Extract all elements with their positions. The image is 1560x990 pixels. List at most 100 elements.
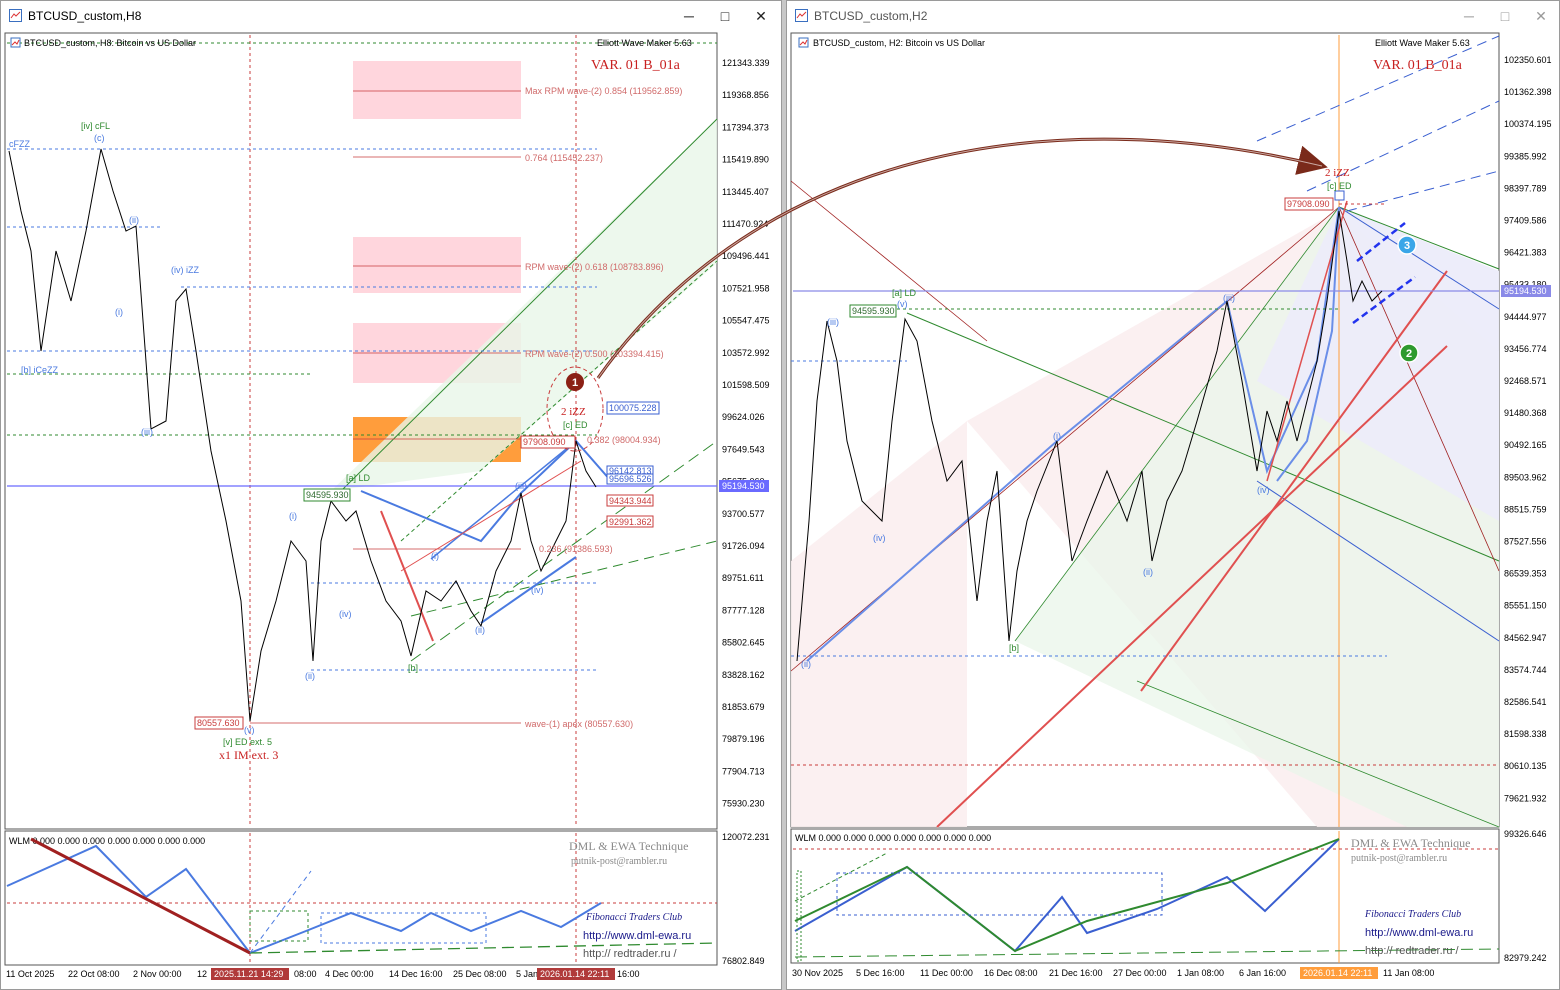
- time-axis: 11 Oct 2025 22 Oct 08:00 2 Nov 00:00 12 08:0…: [6, 969, 640, 979]
- wave-label-c-ed: [c] ED: [563, 420, 588, 430]
- time-tick-label: 5 Jan: [516, 969, 538, 979]
- maximize-button[interactable]: □: [1500, 8, 1510, 24]
- axis-tick-label: 100374.195: [1504, 119, 1552, 129]
- price-box-b3: [606, 473, 654, 485]
- variant-label: VAR. 01 B_01a: [591, 58, 681, 73]
- fan-blue-1: [1256, 480, 1500, 642]
- time-tick-label: 2 Nov 00:00: [133, 969, 182, 979]
- current-price-box: [1501, 285, 1551, 297]
- chart-window-h2[interactable]: BTCUSD_custom,H2 ─ □ ✕: [786, 0, 1560, 990]
- minimize-button[interactable]: ─: [1464, 8, 1474, 24]
- axis-tick-label: 99385.992: [1504, 151, 1547, 161]
- wave-label-i: (i): [1053, 431, 1061, 441]
- fib-label-382: 0.382 (98004.934): [587, 435, 661, 445]
- chart-window-icon: [795, 9, 808, 22]
- price-axis: 121343.339 119368.856 117394.373 115419.890…: [722, 58, 770, 809]
- chart-window-h8[interactable]: BTCUSD_custom,H8 ─ □ ✕: [0, 0, 782, 990]
- window-titlebar[interactable]: BTCUSD_custom,H8 ─ □ ✕: [1, 1, 781, 31]
- maximize-button[interactable]: □: [720, 8, 730, 24]
- wave-label-2izz: 2 iZZ: [561, 406, 586, 418]
- indicator-axis-bottom: 82979.242: [1504, 953, 1547, 963]
- wave-label-ivcfl: [iv] cFL: [81, 121, 110, 131]
- axis-tick-label: 84562.947: [1504, 633, 1547, 643]
- chart-header: BTCUSD_custom, H8: Bitcoin vs US Dollar: [24, 38, 196, 48]
- window-title: BTCUSD_custom,H2: [814, 9, 928, 23]
- time-tick-label: 22 Oct 08:00: [68, 969, 120, 979]
- url-redtrader-link[interactable]: http:// redtrader.ru /: [1365, 945, 1459, 957]
- time-highlight-2: [537, 968, 615, 980]
- price-box-ld-text: 94595.930: [306, 490, 349, 500]
- axis-tick-label: 93456.774: [1504, 344, 1547, 354]
- window-titlebar[interactable]: BTCUSD_custom,H2 ─ □ ✕: [787, 1, 1559, 31]
- axis-tick-label: 83828.162: [722, 670, 765, 680]
- time-highlight-2-text: 2026.01.14 22:11: [540, 969, 609, 979]
- time-tick-label: 16 Dec 08:00: [984, 968, 1038, 978]
- indicator-axis-top: 99326.646: [1504, 829, 1547, 839]
- axis-tick-label: 97649.543: [722, 444, 765, 454]
- indicator-trend-blue: [249, 870, 312, 954]
- fan-green-2: [1338, 206, 1500, 270]
- indicator-trend-green: [794, 948, 1500, 958]
- price-box-b1: [606, 401, 660, 415]
- top-marker-box: [1334, 190, 1345, 201]
- price-box-high-text: 97908.090: [523, 437, 566, 447]
- url-redtrader-link[interactable]: http:// redtrader.ru /: [583, 948, 677, 960]
- price-box-b2-text: 96142.813: [609, 466, 652, 476]
- channel-line-base: [410, 540, 718, 617]
- fib-label-500: RPM wave-(2) 0.500 (103394.415): [525, 349, 664, 359]
- brand-label: DML & EWA Technique: [569, 839, 688, 853]
- time-highlight-text: 2026.01.14 22:11: [1303, 968, 1372, 978]
- wave-label-cfzz: cFZZ: [9, 139, 30, 149]
- wave-label-iv2: (iv): [1257, 485, 1270, 495]
- axis-tick-label: 87777.128: [722, 605, 765, 615]
- marker-2-label: 2: [1406, 348, 1412, 360]
- chart-window-icon: [9, 9, 22, 22]
- price-series: [8, 148, 597, 722]
- minimize-button[interactable]: ─: [684, 8, 694, 24]
- time-tick-label: 25 Dec 08:00: [453, 969, 507, 979]
- fib-label-max: Max RPM wave-(2) 0.854 (119562.859): [525, 86, 682, 96]
- price-box-r2: [606, 515, 654, 528]
- close-button[interactable]: ✕: [755, 8, 767, 24]
- indicator-axis-top: 120072.231: [722, 832, 770, 842]
- h8-chart-canvas[interactable]: 1 BTCUSD_custom, H8: Bitcoin vs US Dolla…: [1, 1, 782, 990]
- fan-green-4: [1136, 680, 1500, 828]
- indicator-series-green: [794, 838, 1340, 953]
- marker-3[interactable]: [1397, 235, 1417, 255]
- marker-2[interactable]: [1399, 343, 1419, 363]
- window-title: BTCUSD_custom,H8: [28, 9, 142, 23]
- wave-label-iv: (iv): [873, 533, 886, 543]
- wave-label-bicezz: [b] iCeZZ: [21, 365, 59, 375]
- axis-tick-label: 119368.856: [722, 90, 769, 100]
- price-box-r1: [606, 494, 654, 507]
- channel-line-lower: [410, 440, 718, 662]
- wave-label-v-ed: [v] ED ext. 5: [223, 737, 272, 747]
- axis-tick-label: 82586.541: [1504, 697, 1547, 707]
- h2-chart-canvas[interactable]: BTCUSD_custom, H2: Bitcoin vs US Dollar …: [787, 1, 1560, 990]
- time-tick-label: 11 Dec 00:00: [920, 968, 973, 978]
- url-dml-link[interactable]: http://www.dml-ewa.ru: [583, 930, 691, 942]
- axis-tick-label: 75930.230: [722, 799, 765, 809]
- time-highlight-1: [211, 968, 289, 980]
- price-box-high: [520, 435, 576, 449]
- axis-tick-label: 87527.556: [1504, 537, 1547, 547]
- url-dml-link[interactable]: http://www.dml-ewa.ru: [1365, 927, 1473, 939]
- red-line-2: [936, 345, 1448, 828]
- indicator-box-green: [796, 870, 802, 962]
- axis-tick-label: 115419.890: [722, 155, 769, 165]
- red-line-1: [1140, 270, 1448, 692]
- indicator-trend-green: [249, 942, 718, 954]
- axis-tick-label: 109496.441: [722, 251, 770, 261]
- rpm-zone-618: [353, 237, 521, 293]
- indicator-axis-bottom: 76802.849: [722, 956, 765, 966]
- wave-label-i: (i): [115, 307, 123, 317]
- indicator-label: WLM 0.000 0.000 0.000 0.000 0.000 0.000 …: [9, 836, 205, 846]
- time-axis: 30 Nov 2025 5 Dec 16:00 11 Dec 00:00 16 Dec…: [792, 968, 1434, 978]
- time-tick-label: 11 Oct 2025: [6, 969, 54, 979]
- wave-label-c-ed: [c] ED: [1327, 181, 1352, 191]
- close-button[interactable]: ✕: [1535, 8, 1547, 24]
- marker-1[interactable]: [566, 373, 584, 391]
- price-box-r2-text: 92991.362: [609, 517, 652, 527]
- axis-tick-label: 94444.977: [1504, 312, 1547, 322]
- pink-region-left: [791, 421, 967, 827]
